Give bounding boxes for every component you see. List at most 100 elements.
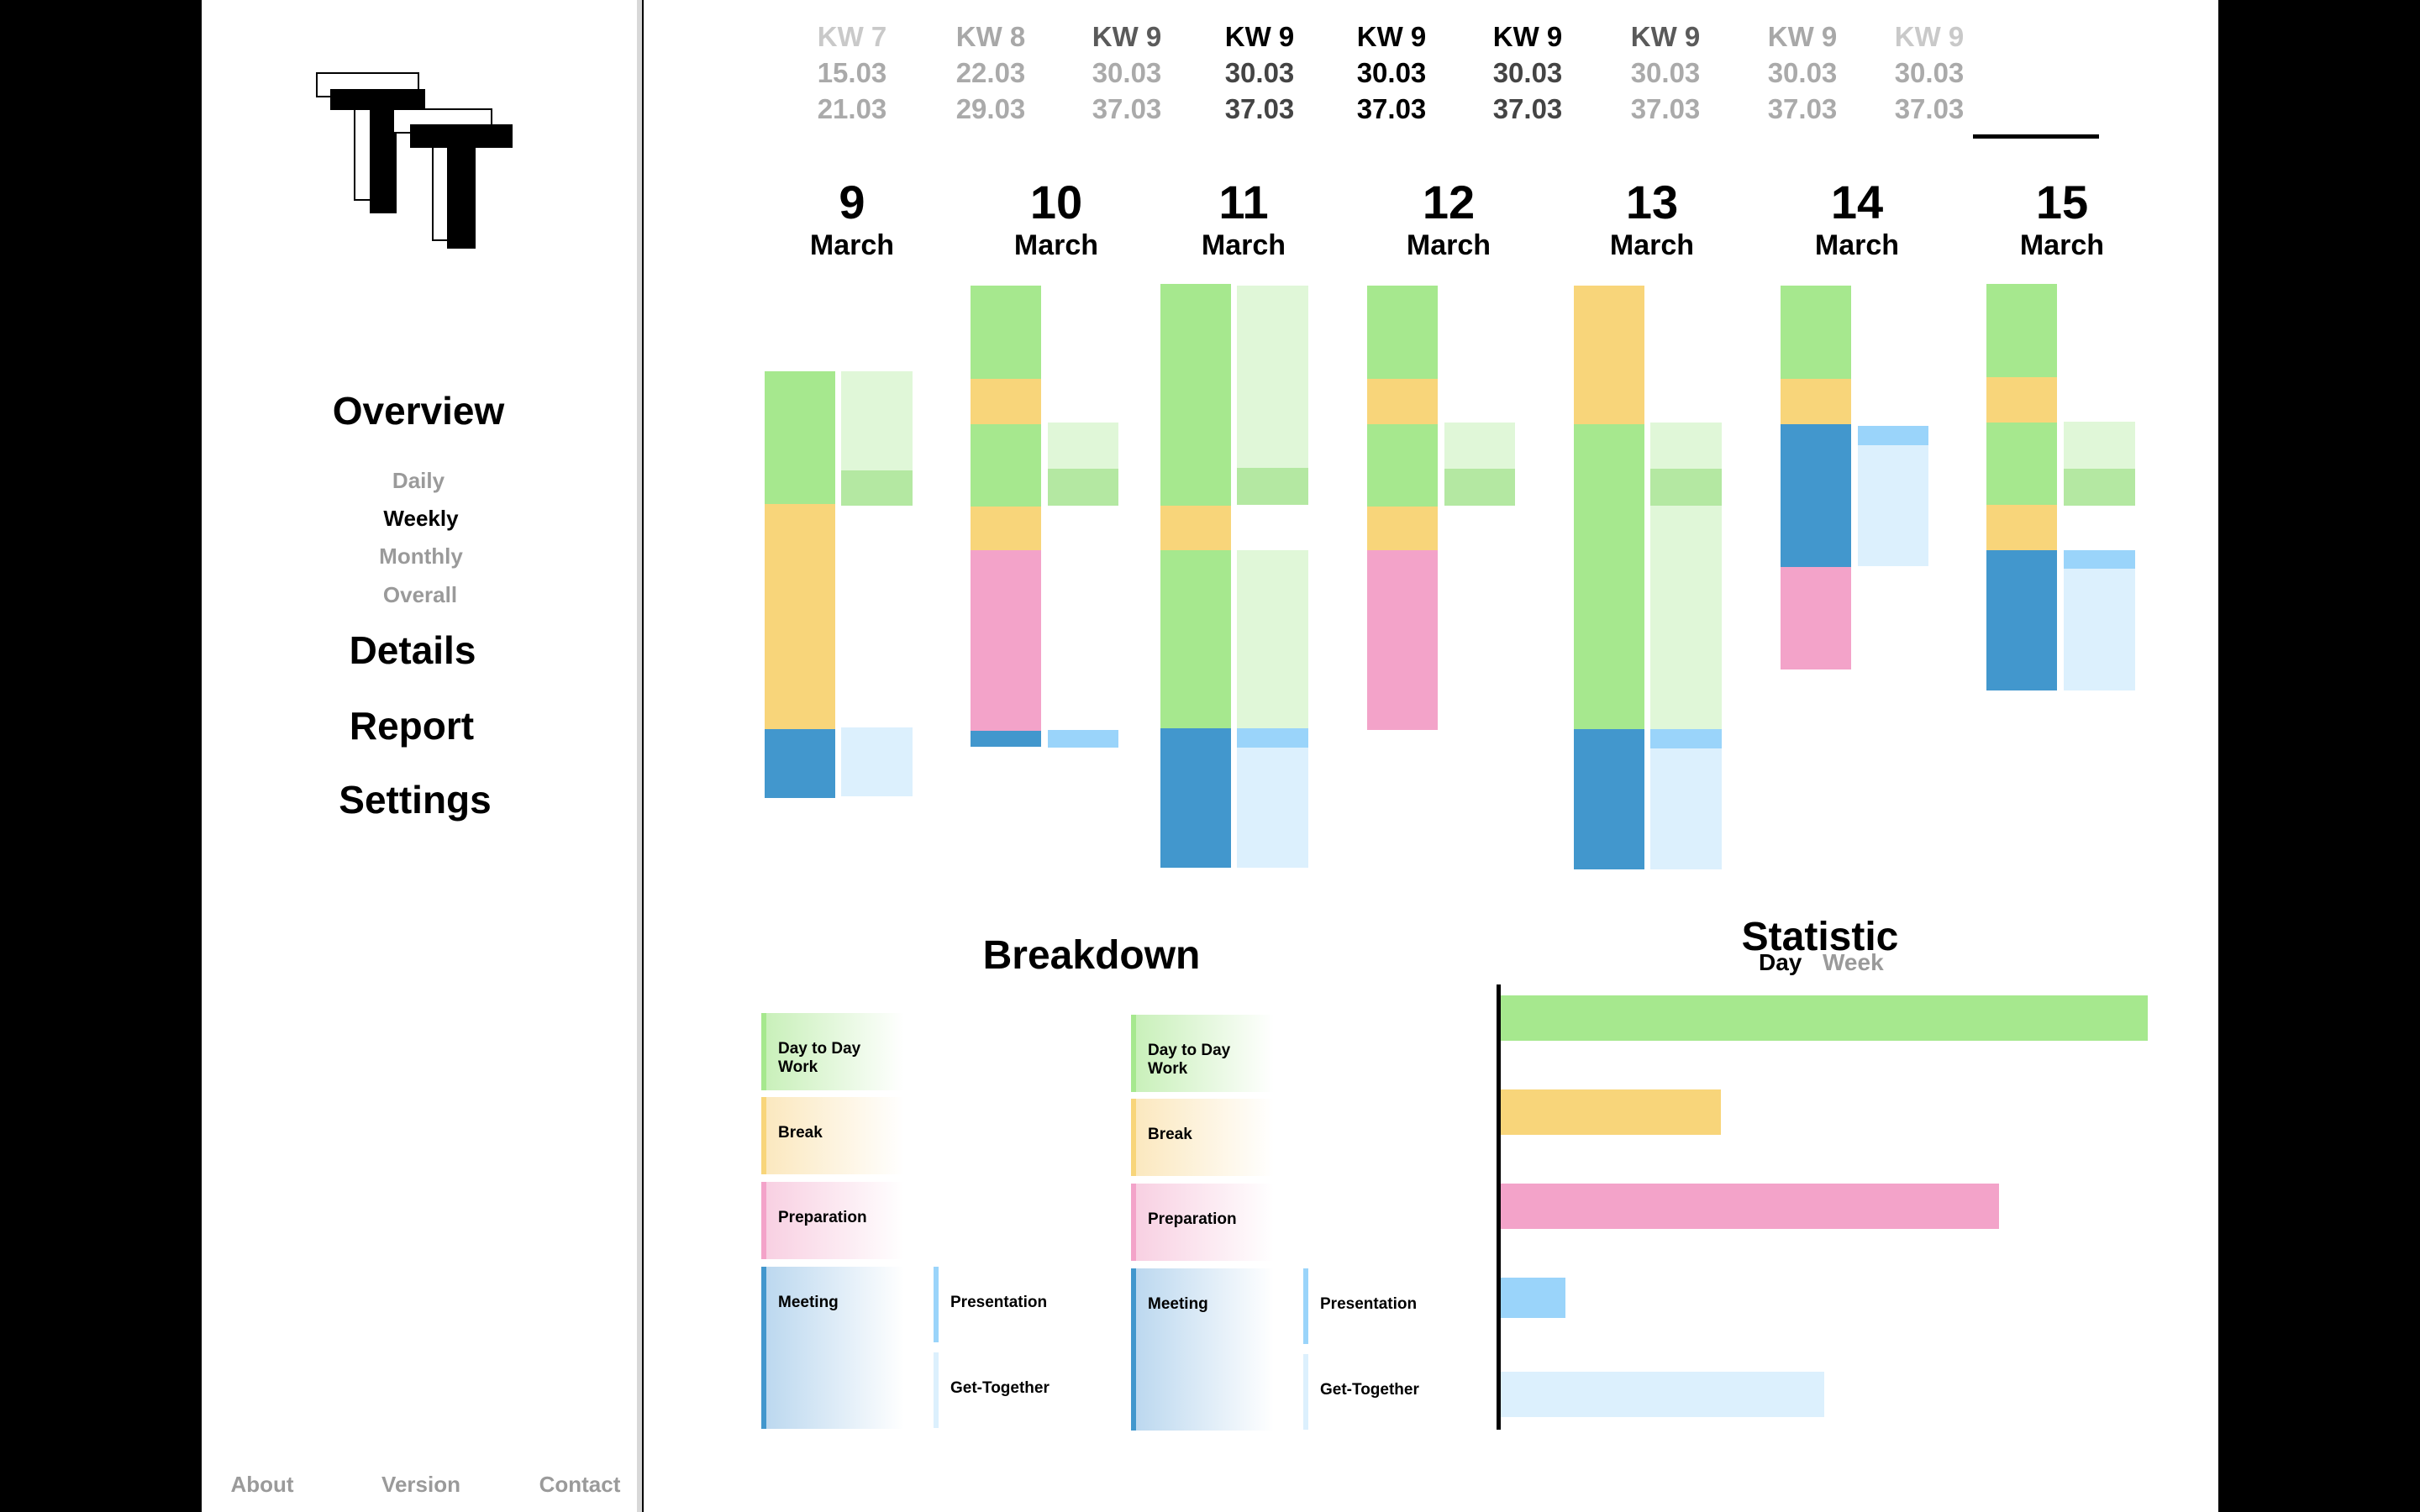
- timeline-segment-meeting[interactable]: [1986, 550, 2057, 690]
- statistic-toggle-week[interactable]: Week: [1823, 949, 1884, 975]
- legend-presentation[interactable]: Presentation: [1303, 1268, 1442, 1344]
- legend-preparation[interactable]: Preparation: [1131, 1184, 1274, 1261]
- timeline-segment-preparation[interactable]: [1367, 550, 1438, 730]
- week-tab[interactable]: KW 9 30.03 37.03: [1064, 18, 1190, 127]
- timeline-segment-day-to-day-work-light[interactable]: [1048, 423, 1118, 469]
- timeline-segment-day-to-day-work[interactable]: [1781, 286, 1851, 379]
- timeline-segment-day-to-day-work-light[interactable]: [841, 371, 913, 470]
- statistic-bar-presentation[interactable]: [1501, 1278, 1565, 1318]
- day-number: 15: [2035, 176, 2089, 228]
- week-tab[interactable]: KW 7 15.03 21.03: [789, 18, 915, 127]
- timeline-segment-day-to-day-work-light[interactable]: [1237, 286, 1308, 468]
- timeline-segment-break[interactable]: [1367, 379, 1438, 424]
- timeline-segment-day-to-day-work-mid[interactable]: [2064, 469, 2135, 506]
- timeline-segment-day-to-day-work-mid[interactable]: [841, 470, 913, 506]
- timeline-segment-day-to-day-work-mid[interactable]: [1237, 468, 1308, 505]
- legend-break[interactable]: Break: [761, 1097, 904, 1174]
- timeline-segment-meeting[interactable]: [1574, 729, 1644, 869]
- nav-overview-overall[interactable]: Overall: [382, 582, 458, 607]
- week-tab[interactable]: KW 9 30.03 37.03: [1197, 18, 1323, 127]
- week-tab-active[interactable]: KW 9 30.03 37.03: [1328, 18, 1455, 127]
- timeline-segment-day-to-day-work[interactable]: [765, 371, 835, 504]
- nav-overview-monthly[interactable]: Monthly: [379, 543, 463, 569]
- timeline-segment-day-to-day-work[interactable]: [1574, 424, 1644, 729]
- legend-get-together[interactable]: Get-Together: [934, 1352, 1072, 1428]
- timeline-segment-meeting[interactable]: [1781, 424, 1851, 567]
- timeline-segment-presentation[interactable]: [1650, 729, 1722, 748]
- legend-label: Meeting: [778, 1294, 839, 1311]
- timeline-segment-break[interactable]: [765, 504, 835, 729]
- timeline-segment-presentation[interactable]: [1858, 426, 1928, 445]
- timeline-segment-break[interactable]: [1986, 377, 2057, 423]
- timeline-segment-break[interactable]: [1367, 507, 1438, 550]
- footer-contact-link[interactable]: Contact: [539, 1472, 621, 1497]
- week-tab[interactable]: KW 9 30.03 37.03: [1465, 18, 1591, 127]
- timeline-segment-break[interactable]: [1986, 505, 2057, 550]
- timeline-segment-meeting[interactable]: [1160, 728, 1231, 868]
- statistic-bar-preparation[interactable]: [1501, 1184, 1999, 1229]
- nav-details[interactable]: Details: [349, 628, 476, 672]
- timeline-segment-day-to-day-work[interactable]: [971, 424, 1041, 507]
- nav-report[interactable]: Report: [349, 704, 475, 748]
- tt-logo-icon: [316, 72, 513, 249]
- timeline-segment-day-to-day-work[interactable]: [1986, 423, 2057, 505]
- timeline-segment-day-to-day-work[interactable]: [1986, 284, 2057, 377]
- timeline-segment-break[interactable]: [971, 379, 1041, 424]
- nav-settings[interactable]: Settings: [339, 778, 492, 822]
- statistic-toggle-day[interactable]: Day: [1759, 949, 1802, 975]
- day-header: 13 March: [1585, 176, 1719, 262]
- timeline-segment-presentation[interactable]: [1237, 728, 1308, 748]
- timeline-segment-day-to-day-work-light[interactable]: [1444, 423, 1515, 469]
- statistic-bar-day-to-day-work[interactable]: [1501, 995, 2148, 1041]
- timeline-segment-day-to-day-work[interactable]: [1367, 424, 1438, 507]
- legend-presentation[interactable]: Presentation: [934, 1267, 1072, 1342]
- legend-day-to-day-work[interactable]: Day to Day Work: [1131, 1015, 1274, 1092]
- timeline-segment-day-to-day-work-mid[interactable]: [1048, 469, 1118, 506]
- timeline-segment-get-together[interactable]: [1858, 445, 1928, 566]
- timeline-segment-day-to-day-work[interactable]: [971, 286, 1041, 379]
- legend-meeting[interactable]: Meeting: [1131, 1268, 1274, 1431]
- week-tab[interactable]: KW 9 30.03 37.03: [1866, 18, 1992, 127]
- footer-about-link[interactable]: About: [230, 1472, 294, 1497]
- timeline-segment-day-to-day-work[interactable]: [1160, 284, 1231, 506]
- timeline-segment-day-to-day-work-mid[interactable]: [1650, 469, 1722, 506]
- timeline-segment-day-to-day-work-light[interactable]: [2064, 422, 2135, 469]
- week-tab[interactable]: KW 9 30.03 37.03: [1739, 18, 1865, 127]
- timeline-segment-day-to-day-work[interactable]: [1367, 286, 1438, 379]
- nav-overview[interactable]: Overview: [332, 389, 505, 433]
- app-logo[interactable]: [202, 0, 642, 269]
- timeline-segment-get-together[interactable]: [2064, 569, 2135, 690]
- week-tab[interactable]: KW 9 30.03 37.03: [1602, 18, 1728, 127]
- timeline-segment-presentation[interactable]: [1048, 730, 1118, 748]
- timeline-segment-preparation[interactable]: [971, 550, 1041, 731]
- timeline-segment-get-together[interactable]: [841, 727, 913, 796]
- day-header: 12 March: [1381, 176, 1516, 262]
- timeline-segment-day-to-day-work-mid[interactable]: [1444, 469, 1515, 506]
- legend-get-together[interactable]: Get-Together: [1303, 1354, 1442, 1430]
- nav-overview-daily[interactable]: Daily: [392, 468, 445, 493]
- week-end-date: 37.03: [1092, 93, 1162, 124]
- statistic-bar-break[interactable]: [1501, 1089, 1721, 1135]
- statistic-bar-get-together[interactable]: [1501, 1372, 1824, 1417]
- week-tab[interactable]: KW 8 22.03 29.03: [928, 18, 1054, 127]
- nav-overview-weekly[interactable]: Weekly: [383, 506, 459, 531]
- timeline-segment-get-together[interactable]: [1650, 748, 1722, 869]
- timeline-segment-preparation[interactable]: [1781, 567, 1851, 669]
- legend-day-to-day-work[interactable]: Day to Day Work: [761, 1013, 904, 1090]
- legend-meeting[interactable]: Meeting: [761, 1267, 904, 1429]
- timeline-segment-day-to-day-work[interactable]: [1160, 550, 1231, 728]
- timeline-segment-meeting[interactable]: [971, 731, 1041, 747]
- legend-preparation[interactable]: Preparation: [761, 1182, 904, 1259]
- timeline-segment-break[interactable]: [971, 507, 1041, 550]
- timeline-segment-break[interactable]: [1574, 286, 1644, 424]
- timeline-segment-day-to-day-work-light[interactable]: [1237, 550, 1308, 728]
- timeline-segment-presentation[interactable]: [2064, 550, 2135, 569]
- timeline-segment-day-to-day-work-light[interactable]: [1650, 423, 1722, 469]
- legend-break[interactable]: Break: [1131, 1099, 1274, 1176]
- timeline-segment-break[interactable]: [1781, 379, 1851, 424]
- timeline-segment-get-together[interactable]: [1237, 748, 1308, 868]
- footer-version-link[interactable]: Version: [381, 1472, 460, 1497]
- timeline-segment-day-to-day-work-light[interactable]: [1650, 506, 1722, 729]
- timeline-segment-meeting[interactable]: [765, 729, 835, 798]
- timeline-segment-break[interactable]: [1160, 506, 1231, 550]
